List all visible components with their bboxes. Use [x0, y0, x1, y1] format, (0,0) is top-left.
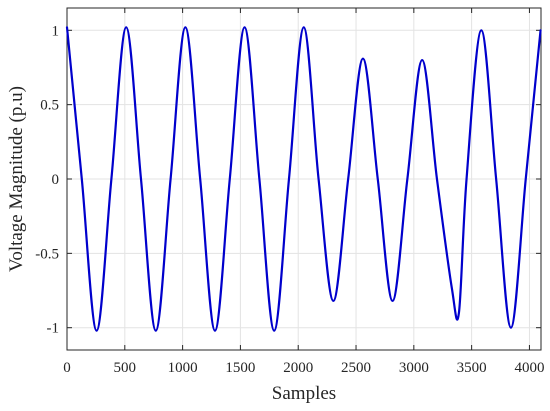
x-tick-label: 1500	[225, 360, 255, 376]
y-tick-label: -0.5	[35, 246, 59, 262]
y-tick-label: 0.5	[40, 98, 59, 114]
y-tick-label: 1	[52, 23, 60, 39]
y-axis-label: Voltage Magnitude (p.u)	[6, 86, 27, 272]
x-tick-label: 3000	[399, 360, 429, 376]
series-layer	[65, 26, 542, 332]
x-axis-ticks: 0 500 1000 1500 2000 2500 3000 3500 4000	[63, 8, 544, 376]
y-tick-label: 0	[52, 172, 60, 188]
x-tick-label: 500	[114, 360, 137, 376]
series-line-0	[65, 26, 542, 332]
y-tick-label: -1	[47, 321, 60, 337]
x-tick-label: 0	[63, 360, 71, 376]
grid	[66, 8, 541, 350]
x-tick-label: 2000	[283, 360, 313, 376]
y-axis-ticks: -1 -0.5 0 0.5 1	[35, 23, 541, 337]
x-tick-label: 2500	[341, 360, 371, 376]
x-tick-label: 4000	[514, 360, 544, 376]
x-tick-label: 1000	[168, 360, 198, 376]
x-axis-label: Samples	[272, 383, 336, 404]
x-tick-label: 3500	[457, 360, 487, 376]
